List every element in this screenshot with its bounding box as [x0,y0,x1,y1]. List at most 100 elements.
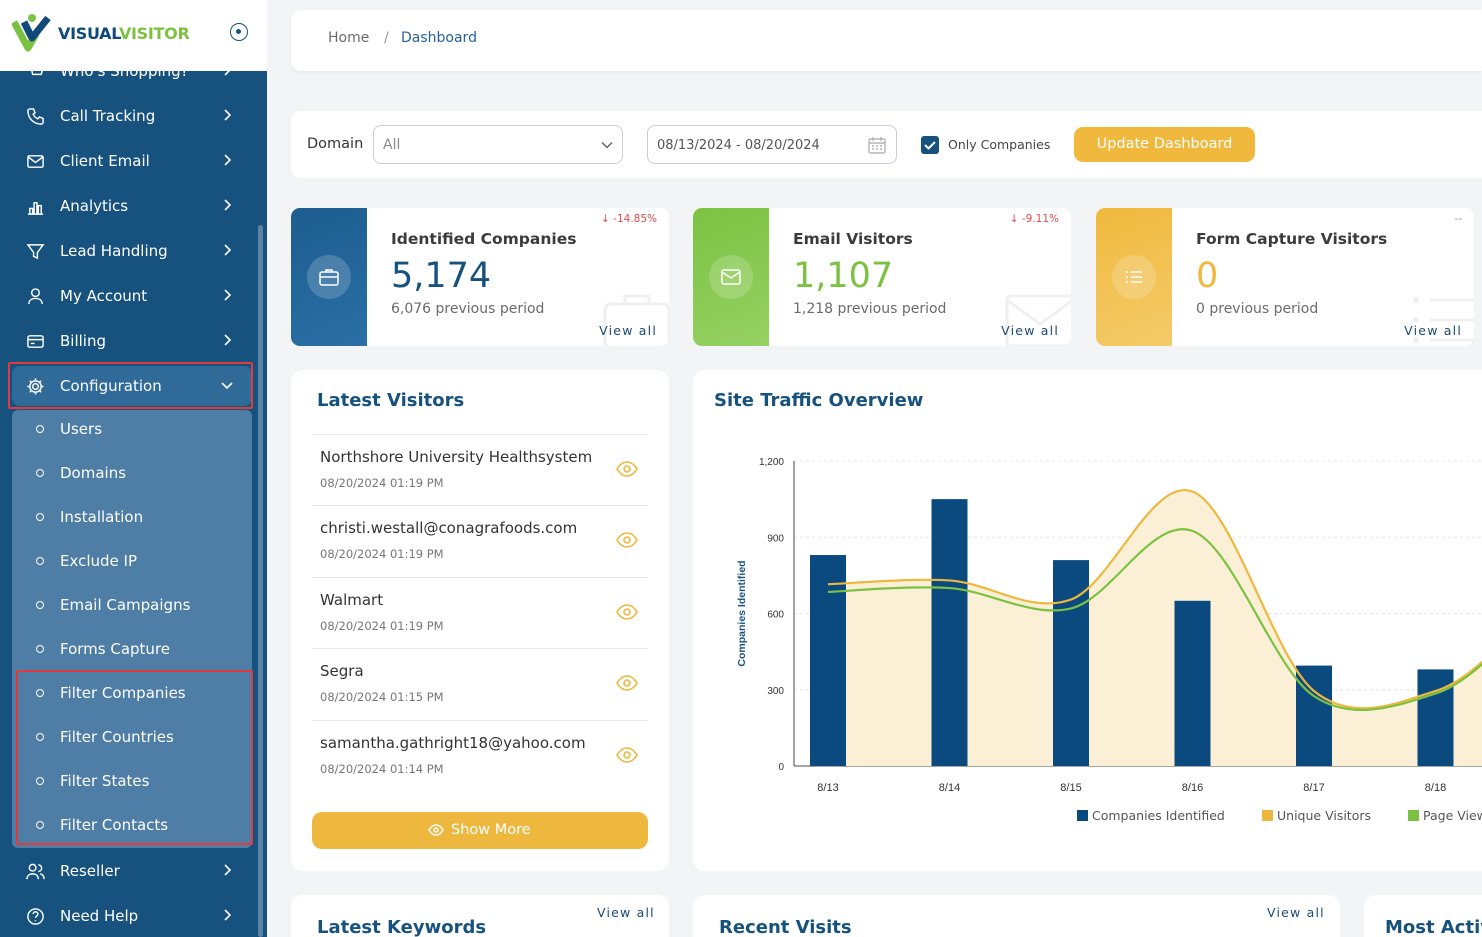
envelope-watermark-icon [1005,294,1071,346]
sidebar-scrollbar[interactable] [258,225,263,937]
eye-icon[interactable] [616,747,638,763]
stat-change-value: -14.85% [613,213,657,225]
submenu-item-filter-countries[interactable]: Filter Countries [12,723,252,753]
submenu-item-filter-contacts[interactable]: Filter Contacts [12,811,252,841]
eye-icon [428,824,444,836]
only-companies-checkbox[interactable] [921,136,939,154]
sidebar-item-reseller[interactable]: Reseller [12,851,252,891]
sidebar-item-analytics[interactable]: Analytics [12,186,252,226]
brand-name: VISUALVISITOR [58,24,190,43]
sidebar-item-label: Reseller [60,862,120,880]
list-item: Northshore University Healthsystem 08/20… [312,434,648,505]
legend-companies-identified[interactable]: Companies Identified [1077,808,1225,823]
bullet-icon [36,689,44,697]
show-more-button[interactable]: Show More [312,812,648,849]
domain-select-value: All [383,137,401,153]
sidebar-item-need-help[interactable]: Need Help [12,896,252,936]
visitor-name: Segra [320,662,364,680]
bullet-icon [36,513,44,521]
submenu-item-label: Filter States [60,772,150,790]
chevron-right-icon [224,334,232,346]
breadcrumb-current: Dashboard [401,30,477,46]
panel-title: Recent Visits [719,917,852,937]
submenu-item-domains[interactable]: Domains [12,459,252,489]
submenu-item-users[interactable]: Users [12,415,252,445]
view-all-link[interactable]: View all [597,905,655,920]
stat-card-identified-companies: ↓ -14.85% Identified Companies 5,174 6,0… [291,208,669,346]
bar-companies-identified [1296,665,1332,766]
site-traffic-panel: Site Traffic Overview 0 300 600 900 1,200 Com… [693,370,1482,871]
stat-card-icon-panel [693,208,769,346]
list-icon [1126,271,1142,283]
breadcrumb-home-link[interactable]: Home [328,30,370,46]
legend-page-views[interactable]: Page Views [1408,808,1482,823]
submenu-item-label: Installation [60,508,144,526]
sidebar-item-billing[interactable]: Billing [12,321,252,361]
visualvisitor-logo-icon [12,14,51,52]
view-all-link[interactable]: View all [1001,323,1059,338]
view-all-link[interactable]: View all [1267,905,1325,920]
x-tick-label: 8/18 [1425,782,1446,794]
submenu-item-label: Exclude IP [60,552,137,570]
chevron-right-icon [224,154,232,166]
submenu-item-email-campaigns[interactable]: Email Campaigns [12,591,252,621]
legend-unique-visitors[interactable]: Unique Visitors [1262,808,1371,823]
sidebar-item-label: Configuration [60,377,162,395]
eye-icon[interactable] [616,675,638,691]
submenu-item-label: Users [60,420,103,438]
view-all-link[interactable]: View all [599,323,657,338]
panel-title: Site Traffic Overview [714,390,924,411]
list-watermark-icon [1413,297,1474,343]
eye-icon[interactable] [616,461,638,477]
sidebar-item-label: Call Tracking [60,107,156,125]
list-item: christi.westall@conagrafoods.com 08/20/2… [312,505,648,576]
list-item: Segra 08/20/2024 01:15 PM [312,648,648,719]
funnel-icon [26,244,45,260]
logo-bar: VISUALVISITOR [0,0,267,71]
sidebar-item-call-tracking[interactable]: Call Tracking [12,96,252,136]
sidebar-item-configuration[interactable]: Configuration [12,366,252,406]
view-all-link[interactable]: View all [1404,323,1462,338]
site-traffic-chart: 0 300 600 900 1,200 Companies Identified 8/13 8… [736,457,1482,794]
submenu-item-filter-companies[interactable]: Filter Companies [12,679,252,709]
visitor-name: samantha.gathright18@yahoo.com [320,734,586,752]
submenu-item-label: Filter Companies [60,684,186,702]
latest-visitors-panel: Latest Visitors Northshore University He… [291,370,669,871]
filters-highlight-box [16,670,253,845]
visitor-time: 08/20/2024 01:15 PM [320,690,444,704]
stat-change: -- [1454,213,1462,225]
update-dashboard-button[interactable]: Update Dashboard [1074,127,1255,162]
show-more-label: Show More [451,822,531,838]
domain-label: Domain [307,136,364,152]
legend-label: Page Views [1423,808,1482,823]
sidebar-item-my-account[interactable]: My Account [12,276,252,316]
chevron-right-icon [224,864,232,876]
sidebar-item-client-email[interactable]: Client Email [12,141,252,181]
stat-value: 0 [1196,256,1219,296]
only-companies-label: Only Companies [948,137,1051,152]
x-tick-label: 8/17 [1303,782,1324,794]
sidebar-item-lead-handling[interactable]: Lead Handling [12,231,252,271]
sidebar-item-label: Billing [60,332,106,350]
eye-icon[interactable] [616,604,638,620]
submenu-item-exclude-ip[interactable]: Exclude IP [12,547,252,577]
submenu-item-label: Filter Contacts [60,816,169,834]
date-range-value: 08/13/2024 - 08/20/2024 [657,138,820,153]
domain-select[interactable]: All [373,125,623,164]
envelope-icon [721,269,741,285]
unique-visitors-area [828,490,1482,766]
submenu-item-forms-capture[interactable]: Forms Capture [12,635,252,665]
page-views-line [827,528,1482,711]
visitor-time: 08/20/2024 01:19 PM [320,619,444,633]
bullet-icon [36,733,44,741]
submenu-item-filter-states[interactable]: Filter States [12,767,252,797]
y-tick-label: 900 [767,533,784,544]
visitor-time: 08/20/2024 01:19 PM [320,476,444,490]
calendar-icon [868,137,886,154]
users-icon [26,863,45,880]
configuration-submenu [12,410,252,848]
date-range-input[interactable]: 08/13/2024 - 08/20/2024 [647,125,897,164]
sidebar-toggle-icon[interactable] [230,23,248,41]
submenu-item-installation[interactable]: Installation [12,503,252,533]
eye-icon[interactable] [616,532,638,548]
